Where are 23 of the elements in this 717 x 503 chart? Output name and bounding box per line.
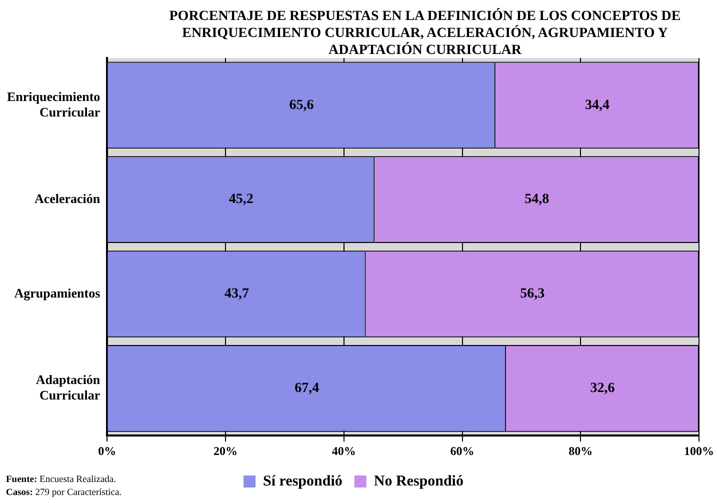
source-note: Fuente: Encuesta Realizada.: [6, 474, 118, 487]
data-label: 65,6: [289, 98, 314, 113]
x-tick-label: 20%: [214, 444, 238, 458]
data-label: 54,8: [524, 192, 550, 208]
x-tick-label: 100%: [684, 444, 714, 458]
chart-title: PORCENTAJE DE RESPUESTAS EN LA DEFINICIÓN DE LOS CONCEPTOS DE ENRIQUECIMIENTO CURRICULAR, ACELERACIÓN, AGRUPAMIENTO Y ADAPTACIÓN CURRICULAR: [168, 8, 682, 59]
data-label: 67,4: [294, 381, 320, 396]
x-tick-label: 80%: [568, 444, 593, 458]
y-tick-label: Enriquecimiento Curricular: [6, 88, 100, 120]
data-label: 56,3: [520, 286, 545, 302]
text: Casos: 279 por Característica.: [6, 487, 122, 500]
legend-label: Sí respondió: [263, 473, 342, 490]
data-label: 32,6: [590, 381, 615, 396]
data-label: 34,4: [584, 98, 610, 113]
y-tick-label: Agrupamientos: [14, 285, 100, 300]
x-tick-label: 60%: [450, 444, 474, 458]
y-tick-label: Adaptación Curricular: [36, 372, 101, 403]
legend-label: No Respondió: [374, 473, 464, 490]
x-tick-label: 0%: [98, 444, 116, 458]
data-label: 43,7: [224, 286, 249, 302]
data-label: 45,2: [228, 192, 254, 208]
x-tick-label: 40%: [332, 444, 356, 458]
y-tick-label: Aceleración: [34, 190, 101, 206]
